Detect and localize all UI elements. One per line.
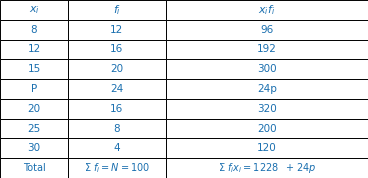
Bar: [166, 99, 368, 119]
Bar: [166, 79, 368, 99]
Bar: [166, 158, 368, 178]
Text: 30: 30: [28, 143, 40, 153]
Text: 320: 320: [257, 104, 277, 114]
Bar: [0, 138, 68, 158]
Bar: [166, 20, 368, 40]
Text: $f_i$: $f_i$: [113, 3, 121, 17]
Text: 15: 15: [27, 64, 41, 74]
Text: Total: Total: [23, 163, 45, 173]
Bar: [68, 20, 166, 40]
Bar: [68, 0, 166, 20]
Text: $\Sigma\ f_i = N = 100$: $\Sigma\ f_i = N = 100$: [84, 161, 150, 175]
Text: 200: 200: [257, 124, 277, 134]
Bar: [68, 138, 166, 158]
Bar: [0, 158, 68, 178]
Bar: [68, 40, 166, 59]
Bar: [68, 99, 166, 119]
Text: 24: 24: [110, 84, 124, 94]
Text: $x_i$: $x_i$: [29, 4, 39, 16]
Text: 20: 20: [110, 64, 123, 74]
Text: 25: 25: [27, 124, 41, 134]
Text: 16: 16: [110, 104, 124, 114]
Text: 4: 4: [113, 143, 120, 153]
Text: 8: 8: [31, 25, 38, 35]
Bar: [0, 20, 68, 40]
Text: $\Sigma\ f_i x_i = 1228\ \ + 24p$: $\Sigma\ f_i x_i = 1228\ \ + 24p$: [218, 161, 316, 175]
Text: $x_i f_i$: $x_i f_i$: [258, 3, 276, 17]
Bar: [68, 158, 166, 178]
Bar: [166, 119, 368, 138]
Bar: [0, 40, 68, 59]
Bar: [0, 99, 68, 119]
Bar: [166, 138, 368, 158]
Text: 12: 12: [110, 25, 124, 35]
Text: 300: 300: [257, 64, 277, 74]
Bar: [0, 0, 68, 20]
Bar: [166, 40, 368, 59]
Bar: [68, 119, 166, 138]
Text: 8: 8: [113, 124, 120, 134]
Text: 192: 192: [257, 44, 277, 54]
Text: 20: 20: [28, 104, 40, 114]
Bar: [166, 59, 368, 79]
Text: 96: 96: [260, 25, 273, 35]
Text: 16: 16: [110, 44, 124, 54]
Text: 120: 120: [257, 143, 277, 153]
Bar: [68, 59, 166, 79]
Bar: [0, 59, 68, 79]
Bar: [166, 0, 368, 20]
Bar: [68, 79, 166, 99]
Text: 24p: 24p: [257, 84, 277, 94]
Bar: [0, 119, 68, 138]
Text: 12: 12: [27, 44, 41, 54]
Bar: [0, 79, 68, 99]
Text: P: P: [31, 84, 37, 94]
